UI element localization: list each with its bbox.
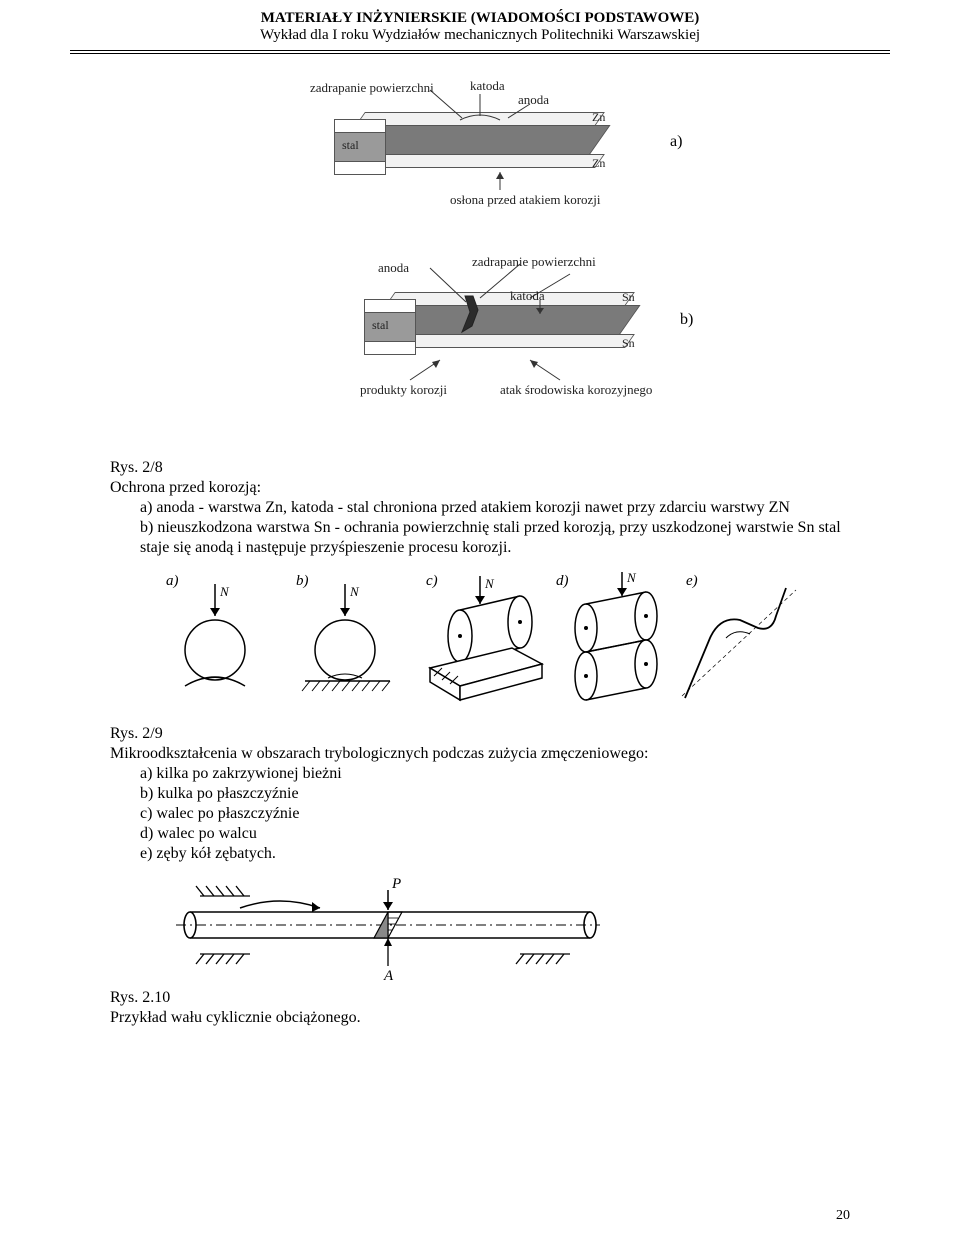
fig28-side-a: a) bbox=[670, 132, 682, 152]
fig29-a-N: N bbox=[219, 584, 230, 599]
label-zadrapanie-a: zadrapanie powierzchni bbox=[310, 80, 434, 96]
fig29-tag-e: e) bbox=[686, 572, 698, 591]
caption-2-8-b: b) nieuszkodzona warstwa Sn - ochrania p… bbox=[110, 518, 850, 558]
fig29-c-svg: N bbox=[420, 568, 550, 718]
fig29-c-N: N bbox=[484, 576, 495, 591]
caption-2-9-d: d) walec po walcu bbox=[110, 824, 850, 844]
page-content: stal Zn Zn katoda zadrapanie powierzchni… bbox=[0, 54, 960, 1028]
caption-2-8: Rys. 2/8 Ochrona przed korozją: a) anoda… bbox=[110, 458, 850, 558]
caption-2-9: Rys. 2/9 Mikroodkształcenia w obszarach … bbox=[110, 724, 850, 864]
caption-2-9-title: Rys. 2/9 bbox=[110, 724, 850, 744]
fig29-tag-b: b) bbox=[296, 572, 309, 591]
caption-2-9-c: c) walec po płaszczyźnie bbox=[110, 804, 850, 824]
caption-2-10: Rys. 2.10 Przykład wału cyklicznie obcią… bbox=[110, 988, 850, 1028]
fig29-tag-a: a) bbox=[166, 572, 179, 591]
fig28-side-b: b) bbox=[680, 310, 693, 330]
fig29-d: d) N bbox=[550, 568, 670, 718]
label-anoda-a: anoda bbox=[518, 92, 549, 108]
figure-2-8: stal Zn Zn katoda zadrapanie powierzchni… bbox=[220, 72, 740, 452]
caption-2-9-b: b) kulka po płaszczyźnie bbox=[110, 784, 850, 804]
header-rule-1 bbox=[70, 50, 890, 51]
caption-2-9-lead: Mikroodkształcenia w obszarach trybologi… bbox=[110, 744, 850, 764]
fig29-e: e) bbox=[680, 568, 800, 718]
fig29-b-N: N bbox=[349, 584, 360, 599]
caption-2-8-title: Rys. 2/8 bbox=[110, 458, 850, 478]
fig29-d-N: N bbox=[626, 570, 637, 585]
caption-2-9-e: e) zęby kół zębatych. bbox=[110, 844, 850, 864]
caption-2-10-text: Przykład wału cyklicznie obciążonego. bbox=[110, 1008, 850, 1028]
fig210-A: A bbox=[383, 968, 394, 984]
label-atak: atak środowiska korozyjnego bbox=[500, 382, 652, 398]
label-anoda-b: anoda bbox=[378, 260, 409, 276]
fig210-P: P bbox=[391, 876, 401, 892]
fig29-b: b) N bbox=[290, 568, 410, 718]
fig29-a: a) N bbox=[160, 568, 280, 718]
figure-2-9: a) N b) N bbox=[160, 568, 800, 718]
fig29-e-svg bbox=[680, 568, 800, 718]
fig29-c: c) N bbox=[420, 568, 540, 718]
label-zadrapanie-b: zadrapanie powierzchni bbox=[472, 254, 596, 270]
fig210-svg: P A bbox=[170, 874, 600, 984]
arrows-bottom-b bbox=[380, 358, 640, 384]
arrow-oslona bbox=[460, 172, 660, 202]
caption-2-8-lead: Ochrona przed korozją: bbox=[110, 478, 850, 498]
caption-2-10-title: Rys. 2.10 bbox=[110, 988, 850, 1008]
fig29-tag-d: d) bbox=[556, 572, 569, 591]
page-header-title: MATERIAŁY INŻYNIERSKIE (WIADOMOŚCI PODST… bbox=[0, 0, 960, 27]
fig29-tag-c: c) bbox=[426, 572, 438, 591]
arrow-katoda-b bbox=[520, 300, 580, 320]
page-number: 20 bbox=[836, 1208, 850, 1224]
label-produkty: produkty korozji bbox=[360, 382, 447, 398]
fig29-d-svg: N bbox=[550, 568, 680, 718]
caption-2-8-a: a) anoda - warstwa Zn, katoda - stal chr… bbox=[110, 498, 850, 518]
caption-2-9-a: a) kilka po zakrzywionej bieżni bbox=[110, 764, 850, 784]
page-header-subtitle: Wykład dla I roku Wydziałów mechanicznyc… bbox=[0, 27, 960, 50]
label-katoda-a: katoda bbox=[470, 78, 505, 94]
figure-2-10: P A bbox=[170, 874, 600, 984]
